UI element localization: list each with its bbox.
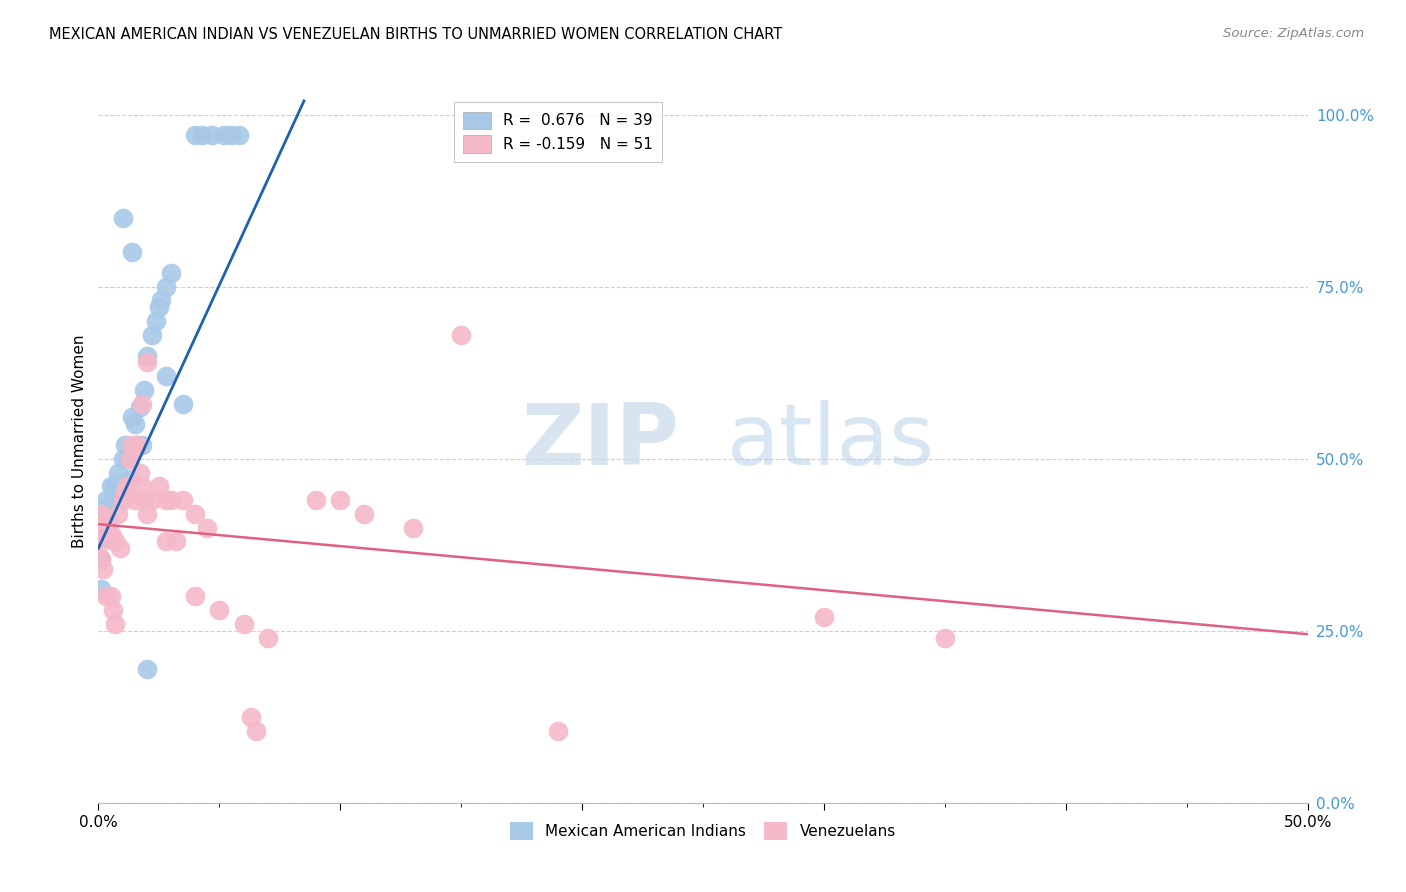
Legend: Mexican American Indians, Venezuelans: Mexican American Indians, Venezuelans <box>503 816 903 846</box>
Point <box>131 438 153 452</box>
Point <box>134 383 156 397</box>
Point <box>121 438 143 452</box>
Point <box>90 507 112 521</box>
Point <box>212 128 235 143</box>
Point <box>148 479 170 493</box>
Point <box>184 507 207 521</box>
Point <box>124 417 146 432</box>
Point <box>155 493 177 508</box>
Point <box>90 582 112 597</box>
Point <box>107 466 129 480</box>
Point <box>172 493 194 508</box>
Point <box>221 128 243 143</box>
Point <box>117 479 139 493</box>
Point <box>131 479 153 493</box>
Point <box>114 438 136 452</box>
Point <box>94 590 117 604</box>
Point <box>329 493 352 508</box>
Point <box>145 314 167 328</box>
Point <box>135 355 157 369</box>
Point <box>100 479 122 493</box>
Point <box>90 531 112 545</box>
Text: Source: ZipAtlas.com: Source: ZipAtlas.com <box>1223 27 1364 40</box>
Point <box>201 128 224 143</box>
Point <box>118 472 141 486</box>
Point <box>135 349 157 363</box>
Point <box>90 551 112 566</box>
Point <box>118 451 141 466</box>
Point <box>101 483 124 497</box>
Point <box>232 616 254 631</box>
Point <box>150 293 173 308</box>
Point <box>256 631 278 645</box>
Point <box>121 245 143 260</box>
Point <box>104 479 127 493</box>
Point <box>353 507 375 521</box>
Point <box>101 531 124 545</box>
Point <box>155 369 177 384</box>
Point <box>104 534 127 549</box>
Point <box>208 603 231 617</box>
Point <box>160 266 183 280</box>
Point <box>155 534 177 549</box>
Point <box>184 590 207 604</box>
Point <box>450 327 472 342</box>
Point <box>91 507 114 521</box>
Point <box>128 466 150 480</box>
Point <box>160 493 183 508</box>
Point <box>141 327 163 342</box>
Point <box>100 590 122 604</box>
Point <box>239 710 262 724</box>
Point <box>127 438 149 452</box>
Point <box>101 603 124 617</box>
Point <box>127 438 149 452</box>
Point <box>111 493 134 508</box>
Text: MEXICAN AMERICAN INDIAN VS VENEZUELAN BIRTHS TO UNMARRIED WOMEN CORRELATION CHAR: MEXICAN AMERICAN INDIAN VS VENEZUELAN BI… <box>49 27 783 42</box>
Point <box>135 662 157 676</box>
Point <box>114 486 136 500</box>
Point <box>117 451 139 466</box>
Point <box>148 301 170 315</box>
Point <box>91 534 114 549</box>
Point <box>131 397 153 411</box>
Point <box>111 211 134 225</box>
Point <box>547 723 569 738</box>
Point <box>813 610 835 624</box>
Point <box>97 500 120 514</box>
Point <box>108 541 131 556</box>
Point <box>245 723 267 738</box>
Point <box>100 527 122 541</box>
Point <box>402 520 425 534</box>
Y-axis label: Births to Unmarried Women: Births to Unmarried Women <box>72 334 87 549</box>
Text: ZIP: ZIP <box>522 400 679 483</box>
Text: atlas: atlas <box>727 400 935 483</box>
Point <box>165 534 187 549</box>
Point <box>184 128 207 143</box>
Point <box>111 451 134 466</box>
Point <box>135 507 157 521</box>
Point <box>141 493 163 508</box>
Point <box>94 520 117 534</box>
Point <box>172 397 194 411</box>
Point <box>91 562 114 576</box>
Point <box>90 551 112 566</box>
Point <box>121 410 143 425</box>
Point <box>305 493 328 508</box>
Point <box>128 400 150 414</box>
Point <box>97 514 120 528</box>
Point <box>124 493 146 508</box>
Point <box>191 128 214 143</box>
Point <box>104 616 127 631</box>
Point <box>134 493 156 508</box>
Point <box>195 520 218 534</box>
Point <box>94 493 117 508</box>
Point <box>934 631 956 645</box>
Point <box>228 128 250 143</box>
Point <box>108 479 131 493</box>
Point <box>155 279 177 293</box>
Point <box>107 507 129 521</box>
